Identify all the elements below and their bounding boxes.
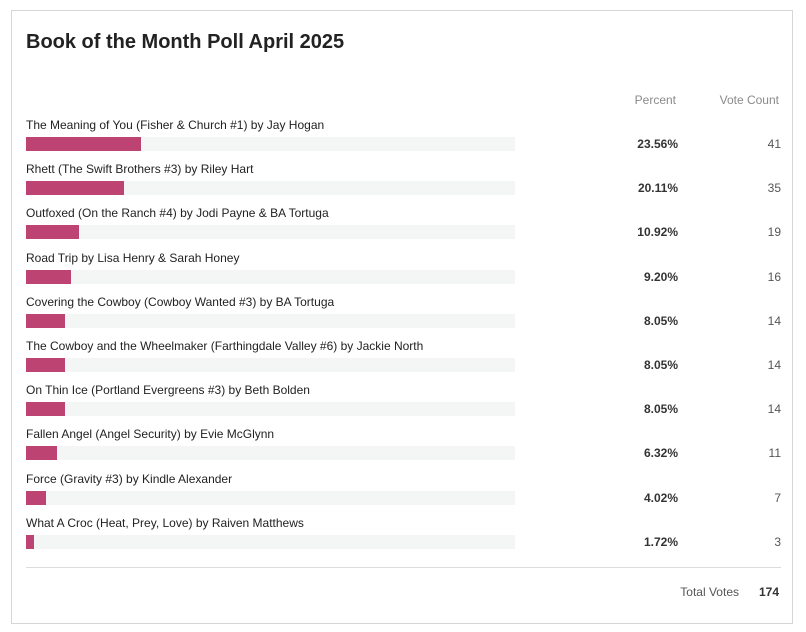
- poll-bar: [26, 490, 46, 505]
- poll-option-vote-count: 35: [767, 181, 781, 196]
- poll-bar-track: [26, 490, 515, 505]
- poll-option-row: Rhett (The Swift Brothers #3) by Riley H…: [26, 161, 781, 205]
- poll-option-label: On Thin Ice (Portland Evergreens #3) by …: [26, 383, 310, 398]
- vote-count-column-header: Vote Count: [719, 93, 779, 107]
- poll-bar-track: [26, 402, 515, 417]
- poll-bar-track: [26, 534, 515, 549]
- poll-option-label: The Meaning of You (Fisher & Church #1) …: [26, 118, 325, 132]
- poll-option-vote-count: 41: [767, 137, 781, 151]
- poll-bar: [26, 181, 125, 196]
- poll-option-percent: 8.05%: [643, 313, 678, 328]
- poll-bar-track: [26, 269, 515, 284]
- poll-card: Book of the Month Poll April 2025 Percen…: [11, 10, 793, 624]
- poll-option-row: The Meaning of You (Fisher & Church #1) …: [26, 117, 781, 161]
- poll-option-percent: 8.05%: [643, 402, 678, 417]
- poll-option-percent: 20.11%: [637, 181, 678, 196]
- poll-option-percent: 9.20%: [643, 269, 678, 284]
- poll-bar: [26, 313, 66, 328]
- poll-option-label: Force (Gravity #3) by Kindle Alexander: [26, 471, 233, 486]
- poll-option-row: Outfoxed (On the Ranch #4) by Jodi Payne…: [26, 205, 781, 249]
- poll-option-percent: 4.02%: [643, 490, 678, 505]
- footer-divider: [26, 567, 781, 568]
- poll-option-row: Fallen Angel (Angel Security) by Evie Mc…: [26, 426, 781, 470]
- poll-bar: [26, 225, 80, 240]
- poll-option-vote-count: 16: [767, 269, 781, 284]
- poll-bar: [26, 534, 35, 549]
- total-votes-value: 174: [758, 585, 779, 599]
- percent-column-header: Percent: [634, 93, 676, 107]
- poll-option-label: Fallen Angel (Angel Security) by Evie Mc…: [26, 427, 275, 442]
- poll-bar-track: [26, 446, 515, 461]
- poll-option-label: Covering the Cowboy (Cowboy Wanted #3) b…: [26, 294, 335, 309]
- poll-option-vote-count: 3: [774, 534, 781, 549]
- poll-bar: [26, 402, 66, 417]
- poll-option-vote-count: 19: [767, 225, 781, 240]
- poll-option-percent: 8.05%: [643, 357, 678, 372]
- poll-bar-track: [26, 225, 515, 240]
- poll-option-row: Force (Gravity #3) by Kindle Alexander 4.…: [26, 471, 781, 515]
- poll-option-vote-count: 14: [767, 402, 781, 417]
- poll-option-row: What A Croc (Heat, Prey, Love) by Raiven…: [26, 515, 781, 559]
- poll-option-label: Road Trip by Lisa Henry & Sarah Honey: [26, 250, 240, 265]
- poll-option-vote-count: 11: [768, 446, 781, 461]
- poll-option-row: Road Trip by Lisa Henry & Sarah Honey 9.2…: [26, 250, 781, 294]
- poll-option-percent: 10.92%: [637, 225, 678, 240]
- poll-option-row: Covering the Cowboy (Cowboy Wanted #3) b…: [26, 294, 781, 338]
- poll-option-label: The Cowboy and the Wheelmaker (Farthingd…: [26, 338, 424, 353]
- poll-option-label: Rhett (The Swift Brothers #3) by Riley H…: [26, 162, 254, 177]
- poll-option-percent: 1.72%: [643, 534, 678, 549]
- poll-option-vote-count: 7: [774, 490, 781, 505]
- poll-option-label: Outfoxed (On the Ranch #4) by Jodi Payne…: [26, 206, 329, 221]
- poll-results-list: The Meaning of You (Fisher & Church #1) …: [26, 117, 781, 559]
- poll-option-row: On Thin Ice (Portland Evergreens #3) by …: [26, 382, 781, 426]
- poll-option-label: What A Croc (Heat, Prey, Love) by Raiven…: [26, 515, 304, 530]
- poll-bar-track: [26, 313, 515, 328]
- poll-bar: [26, 137, 142, 151]
- total-votes-label: Total Votes: [680, 585, 739, 599]
- poll-bar-track: [26, 181, 515, 196]
- poll-bar-track: [26, 137, 515, 151]
- poll-option-percent: 23.56%: [637, 137, 678, 151]
- poll-option-vote-count: 14: [767, 357, 781, 372]
- poll-bar: [26, 357, 66, 372]
- poll-option-vote-count: 14: [767, 313, 781, 328]
- poll-option-row: The Cowboy and the Wheelmaker (Farthingd…: [26, 338, 781, 382]
- poll-bar: [26, 269, 71, 284]
- poll-bar-track: [26, 357, 515, 372]
- poll-option-percent: 6.32%: [643, 446, 678, 461]
- poll-bar: [26, 446, 57, 461]
- poll-title: Book of the Month Poll April 2025: [26, 31, 345, 53]
